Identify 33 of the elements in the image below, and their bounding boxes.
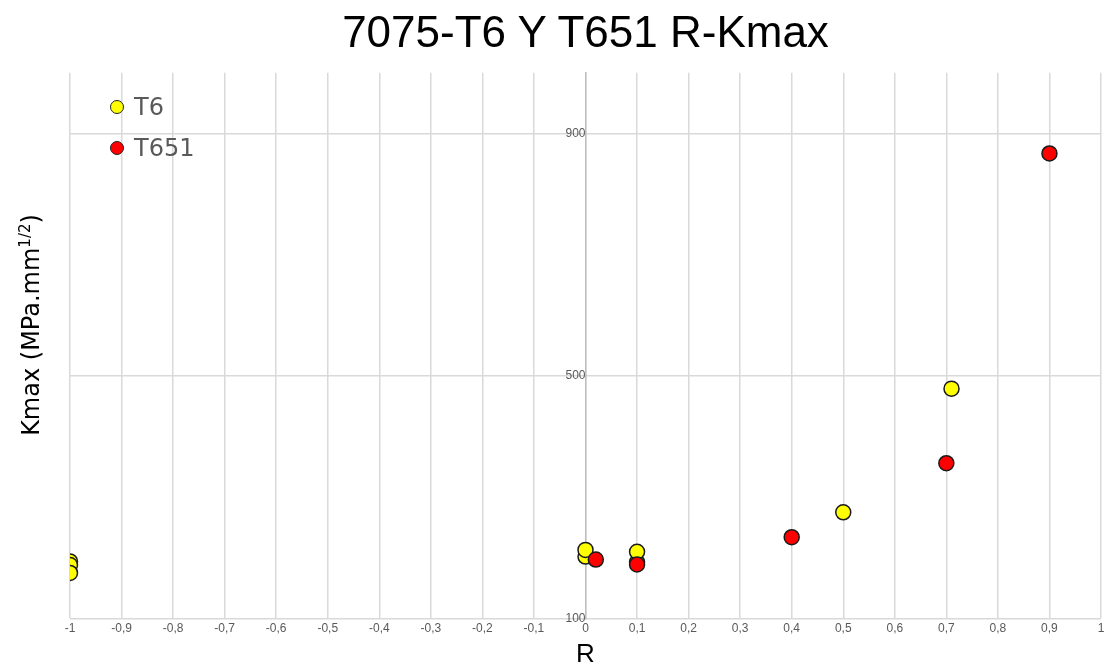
- point: [943, 380, 960, 397]
- y-tick-label: 900: [565, 125, 586, 140]
- x-tick-label: -0,8: [162, 620, 184, 635]
- x-tick-label: -0,2: [472, 620, 494, 635]
- x-axis-title: R: [576, 637, 595, 668]
- x-tick-label: 0,4: [783, 620, 801, 635]
- point: [1041, 145, 1058, 162]
- legend-label: T6: [134, 93, 164, 122]
- x-tick-label: -0,1: [523, 620, 545, 635]
- x-tick-label: 0,3: [731, 620, 749, 635]
- point: [587, 551, 605, 568]
- point: [783, 528, 800, 546]
- x-tick-label: -0,7: [214, 620, 236, 635]
- x-tick-label: -1: [64, 620, 76, 635]
- x-tick-label: 0,2: [680, 620, 698, 635]
- point: [938, 454, 955, 472]
- x-tick-label: 0,5: [834, 620, 852, 635]
- x-tick-label: 0,8: [989, 620, 1007, 635]
- x-tick-label: -0,6: [265, 620, 287, 635]
- x-tick-label: -0,5: [317, 620, 339, 635]
- y-tick-label: 500: [565, 368, 586, 383]
- chart-title: 7075-T6 Y T651 R-Kmax: [342, 6, 829, 56]
- point: [577, 541, 594, 559]
- x-tick-label: 1: [1097, 620, 1105, 635]
- legend-label: T651: [134, 134, 195, 163]
- x-tick-label: 0,1: [628, 620, 646, 635]
- x-tick-label: 0,6: [886, 620, 904, 635]
- x-tick-label: -0,3: [420, 620, 442, 635]
- x-tick-label: 0,7: [938, 620, 956, 635]
- point: [835, 504, 852, 521]
- x-tick-label: 0,9: [1041, 620, 1059, 635]
- x-tick-label: -0,4: [368, 620, 390, 635]
- x-tick-label: -0,9: [111, 620, 133, 635]
